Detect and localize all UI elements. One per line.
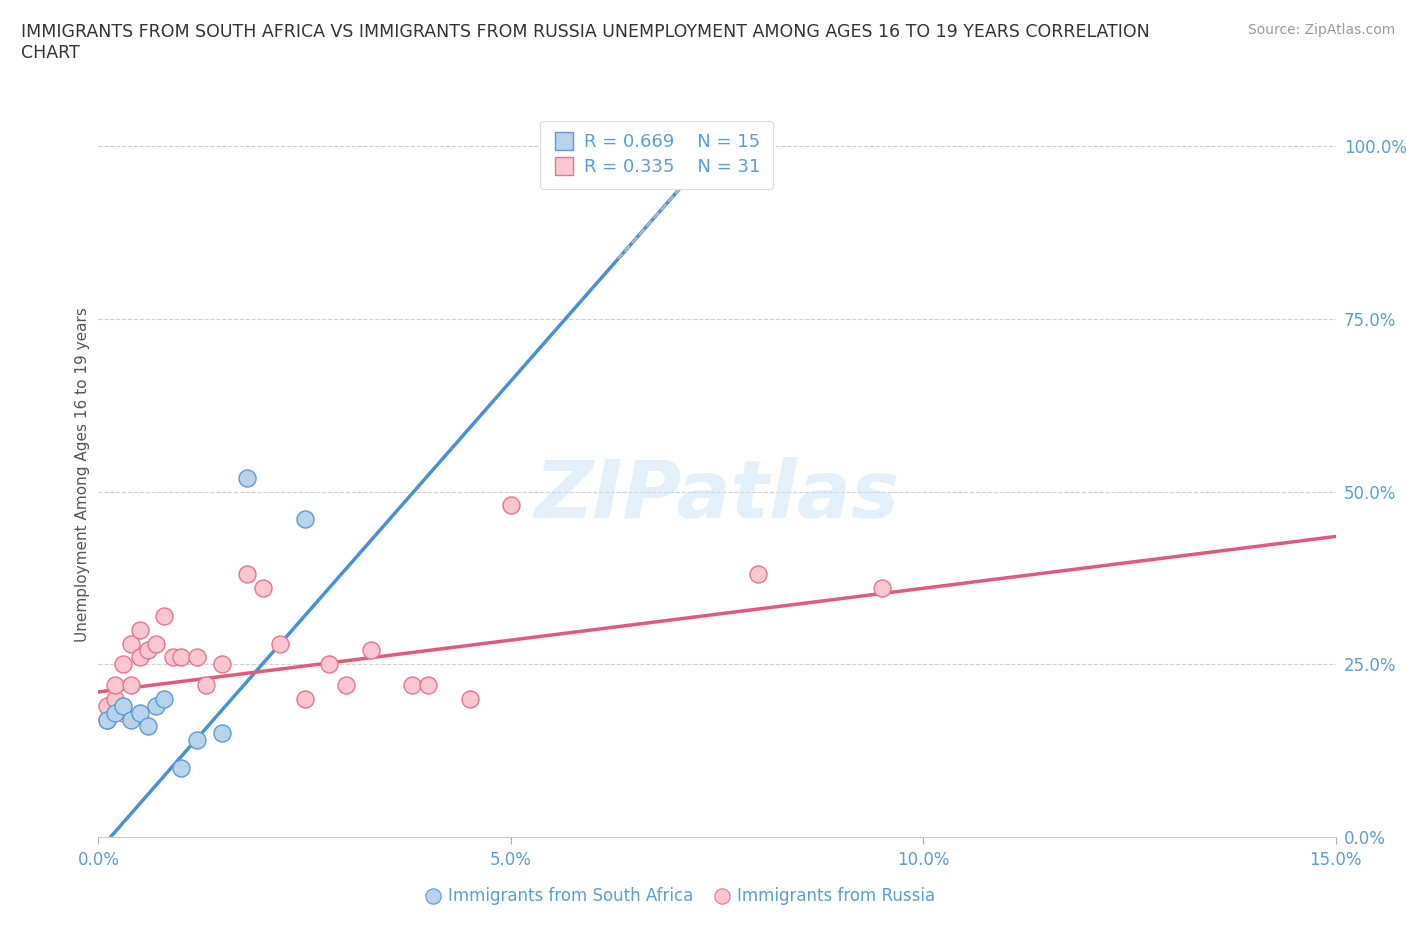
Point (318, 657, 340, 671)
Point (870, 581, 893, 596)
Point (128, 650, 150, 665)
Point (211, 726, 233, 741)
Point (401, 678, 423, 693)
Y-axis label: Unemployment Among Ages 16 to 19 years: Unemployment Among Ages 16 to 19 years (75, 307, 90, 642)
Point (269, 636, 291, 651)
Point (128, 705, 150, 720)
Point (186, 733, 208, 748)
Point (294, 691, 316, 706)
Point (104, 691, 127, 706)
Text: IMMIGRANTS FROM SOUTH AFRICA VS IMMIGRANTS FROM RUSSIA UNEMPLOYMENT AMONG AGES 1: IMMIGRANTS FROM SOUTH AFRICA VS IMMIGRAN… (21, 23, 1150, 41)
Text: ZIPatlas: ZIPatlas (534, 457, 900, 535)
Point (112, 698, 135, 713)
Point (136, 643, 159, 658)
Point (236, 567, 259, 582)
Point (170, 761, 193, 776)
Text: Source: ZipAtlas.com: Source: ZipAtlas.com (1247, 23, 1395, 37)
Point (136, 719, 159, 734)
Point (236, 471, 259, 485)
Point (499, 498, 522, 512)
Point (120, 678, 142, 693)
Point (128, 622, 150, 637)
Point (112, 705, 135, 720)
Point (194, 678, 217, 693)
Point (170, 650, 193, 665)
Point (186, 650, 208, 665)
Point (162, 650, 184, 665)
Point (360, 643, 382, 658)
Point (145, 636, 167, 651)
Point (96, 698, 118, 713)
Point (96, 712, 118, 727)
Text: CHART: CHART (21, 44, 80, 61)
Point (104, 678, 127, 693)
Point (747, 567, 769, 582)
Point (294, 512, 316, 526)
Point (120, 712, 142, 727)
Legend: Immigrants from South Africa, Immigrants from Russia: Immigrants from South Africa, Immigrants… (418, 881, 942, 912)
Point (112, 657, 135, 671)
Point (252, 581, 274, 596)
Point (120, 636, 142, 651)
Point (104, 705, 127, 720)
Point (96, 712, 118, 727)
Point (211, 657, 233, 671)
Point (541, 166, 564, 181)
Point (153, 608, 176, 623)
Point (458, 691, 481, 706)
Point (153, 691, 176, 706)
Point (335, 678, 357, 693)
Point (607, 159, 630, 174)
Point (145, 698, 167, 713)
Point (418, 678, 440, 693)
